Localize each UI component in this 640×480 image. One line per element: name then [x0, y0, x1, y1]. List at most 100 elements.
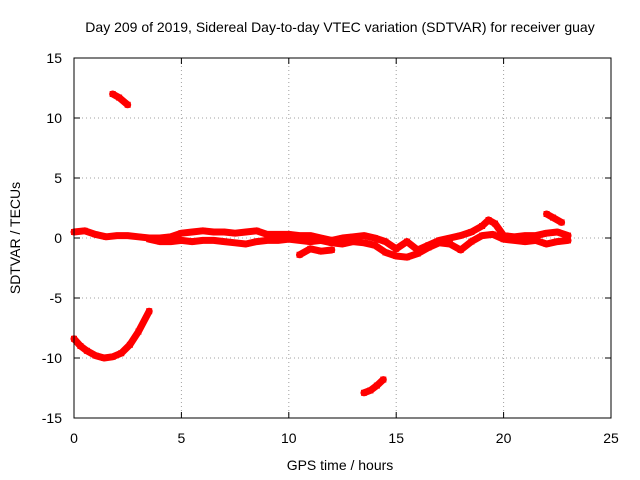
data-point — [167, 233, 174, 240]
series-line — [296, 245, 336, 259]
data-point — [382, 238, 389, 245]
data-point — [468, 229, 475, 235]
data-point — [414, 250, 421, 257]
data-point — [81, 227, 88, 234]
axis-ticks: 0 5 10 15 20 25 -15 -10 -5 0 5 10 15 — [42, 50, 619, 446]
data-point — [360, 232, 367, 239]
data-point — [468, 238, 475, 245]
data-point — [296, 237, 303, 244]
data-point — [532, 237, 539, 244]
data-point — [109, 91, 116, 97]
data-point — [479, 232, 486, 239]
data-point — [124, 232, 131, 239]
data-point — [371, 242, 378, 249]
data-point — [403, 238, 410, 245]
data-point — [367, 387, 374, 394]
y-tick-label: 10 — [46, 110, 62, 126]
data-point — [199, 237, 206, 244]
data-point — [135, 328, 142, 335]
data-point — [565, 237, 572, 244]
data-point — [92, 231, 99, 238]
data-point — [124, 101, 131, 108]
data-point — [307, 245, 314, 252]
data-point — [146, 236, 153, 243]
x-tick-label: 25 — [603, 430, 619, 446]
data-point — [393, 245, 400, 252]
data-point — [92, 352, 99, 359]
data-point — [425, 244, 432, 251]
data-point — [446, 241, 453, 247]
data-point — [328, 239, 335, 246]
data-point — [543, 241, 550, 247]
x-tick-label: 5 — [178, 430, 186, 446]
data-point — [511, 233, 518, 240]
data-point — [492, 220, 499, 227]
data-point — [178, 230, 185, 237]
x-tick-label: 0 — [70, 430, 78, 446]
data-point — [296, 251, 303, 258]
data-point — [328, 247, 335, 253]
data-layer — [70, 90, 572, 397]
y-tick-label: 15 — [46, 50, 62, 66]
data-point — [253, 227, 260, 234]
data-point — [307, 238, 314, 245]
data-point — [380, 376, 387, 383]
data-point — [318, 237, 325, 244]
data-point — [156, 238, 163, 245]
x-tick-label: 10 — [281, 430, 297, 446]
series-2 — [296, 245, 336, 259]
data-point — [522, 238, 529, 245]
data-point — [436, 239, 443, 246]
x-tick-label: 20 — [496, 430, 512, 446]
data-point — [565, 232, 572, 239]
series-6 — [360, 376, 387, 397]
data-point — [457, 232, 464, 239]
data-point — [393, 253, 400, 259]
data-point — [275, 237, 282, 244]
data-point — [339, 241, 346, 247]
data-point — [242, 241, 249, 247]
data-point — [118, 350, 125, 357]
data-point — [318, 248, 325, 255]
data-point — [189, 238, 196, 245]
data-point — [360, 239, 367, 246]
data-point — [116, 94, 123, 101]
series-line — [70, 307, 153, 362]
y-tick-label: 0 — [54, 230, 62, 246]
data-point — [221, 229, 228, 235]
y-tick-label: -10 — [42, 350, 62, 366]
data-point — [446, 235, 453, 241]
data-point — [232, 230, 239, 237]
y-tick-label: 5 — [54, 170, 62, 186]
data-point — [253, 238, 260, 245]
y-tick-label: -15 — [42, 410, 62, 426]
data-point — [350, 238, 357, 245]
data-point — [350, 233, 357, 240]
data-point — [296, 232, 303, 239]
data-point — [285, 236, 292, 243]
data-point — [500, 236, 507, 243]
data-point — [522, 232, 529, 239]
data-point — [199, 227, 206, 234]
x-axis-label: GPS time / hours — [287, 457, 394, 473]
chart-title: Day 209 of 2019, Sidereal Day-to-day VTE… — [85, 19, 594, 35]
data-point — [178, 237, 185, 244]
data-point — [543, 211, 550, 217]
series-3 — [109, 90, 132, 109]
data-point — [373, 382, 380, 389]
data-point — [403, 254, 410, 261]
data-point — [558, 219, 565, 226]
data-point — [126, 341, 133, 348]
data-point — [554, 238, 561, 245]
data-point — [275, 231, 282, 238]
data-point — [264, 237, 271, 244]
data-point — [189, 229, 196, 235]
data-point — [264, 231, 271, 238]
series-1 — [145, 230, 572, 261]
x-tick-label: 15 — [388, 430, 404, 446]
data-point — [109, 353, 116, 360]
y-axis-label: SDTVAR / TECUs — [7, 182, 23, 294]
data-point — [554, 229, 561, 235]
data-point — [232, 239, 239, 246]
